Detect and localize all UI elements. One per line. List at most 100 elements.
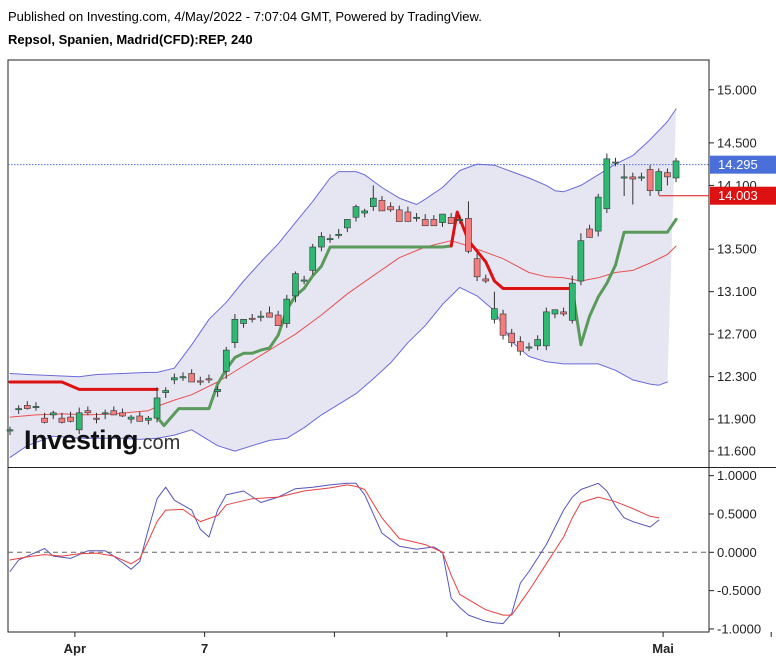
- candle: [318, 232, 325, 252]
- candle: [231, 313, 239, 348]
- bollinger-band: [10, 108, 677, 458]
- bollinger-lower-line: [9, 286, 668, 458]
- candle-body: [326, 238, 334, 241]
- oscillator-slow-line: [9, 484, 660, 616]
- level-marker-tag: 14.003: [710, 186, 776, 205]
- candle: [41, 412, 48, 424]
- candle: [361, 208, 368, 218]
- candle: [638, 172, 645, 182]
- y-tick-label: 15.000: [717, 82, 757, 97]
- candle: [58, 412, 66, 424]
- candle-body: [361, 210, 368, 214]
- bollinger-upper-line: [9, 108, 677, 378]
- x-tick-label: Apr: [64, 641, 86, 656]
- candle: [205, 374, 213, 384]
- y-tick-label: 12.700: [717, 327, 757, 342]
- candle: [421, 214, 429, 227]
- candle: [439, 213, 446, 227]
- candle-body: [534, 339, 541, 347]
- candle-body: [473, 258, 481, 278]
- candle-body: [465, 218, 472, 252]
- y-tick-label: 13.100: [717, 284, 757, 299]
- candle: [283, 294, 291, 328]
- candle: [326, 234, 334, 243]
- last-price-tag-label: 14.295: [718, 157, 758, 172]
- candle-body: [421, 219, 429, 227]
- indicator-lines: [8, 108, 709, 458]
- candle-body: [153, 397, 161, 419]
- candle: [32, 402, 40, 411]
- y-tick-label: 11.900: [717, 412, 756, 427]
- candle: [162, 387, 169, 398]
- candle-body: [32, 406, 40, 408]
- candle-body: [655, 171, 663, 192]
- level-marker-tag-bg: [710, 186, 776, 205]
- candle: [413, 213, 420, 222]
- candle-body: [456, 219, 464, 221]
- candle-body: [499, 313, 507, 336]
- candle: [430, 215, 438, 227]
- candle-body: [41, 417, 48, 423]
- candle-body: [75, 412, 83, 431]
- candle: [309, 243, 317, 275]
- candle-body: [231, 318, 239, 343]
- candle-body: [430, 219, 438, 227]
- y-tick-label: 14.500: [717, 135, 757, 150]
- candle-body: [179, 376, 187, 379]
- candle-body: [672, 160, 680, 179]
- candle-body: [603, 158, 611, 210]
- candle: [646, 165, 654, 197]
- candle-body: [240, 318, 247, 324]
- osc-tick-label: -0.5000: [717, 583, 761, 598]
- candle: [387, 202, 394, 212]
- logo-word: Investing: [24, 425, 138, 455]
- candle: [136, 411, 144, 422]
- candle: [447, 213, 455, 224]
- candle: [395, 205, 403, 222]
- candle: [534, 335, 541, 351]
- candle: [15, 405, 22, 414]
- candle: [560, 307, 567, 317]
- candle-body: [162, 390, 169, 393]
- osc-tick-label: 0.5000: [717, 506, 757, 521]
- candle-body: [447, 216, 455, 224]
- candle: [257, 310, 265, 322]
- candle: [404, 206, 412, 222]
- candle: [292, 271, 299, 303]
- investing-logo: Investing .com: [24, 425, 180, 455]
- supertrend-up-line-3: [155, 244, 453, 428]
- candle-body: [222, 349, 230, 372]
- candle: [655, 168, 663, 195]
- candle-body: [577, 240, 585, 282]
- candle-body: [283, 298, 291, 324]
- candle-body: [517, 341, 524, 352]
- candle-body: [612, 161, 619, 164]
- axes: 15.00014.50014.10013.50013.10012.70012.3…: [64, 82, 776, 656]
- candle: [179, 372, 187, 381]
- candle: [525, 342, 533, 352]
- osc-tick-label: 0.0000: [717, 545, 757, 560]
- candle: [188, 369, 195, 383]
- candle-body: [145, 417, 152, 421]
- candle-body: [292, 273, 299, 297]
- candle: [23, 401, 31, 410]
- candle-body: [214, 389, 221, 392]
- candle: [266, 306, 273, 318]
- candle: [222, 346, 230, 379]
- candle-body: [93, 417, 100, 420]
- candle-body: [395, 209, 403, 222]
- candle: [465, 201, 472, 254]
- candle-body: [439, 213, 446, 223]
- candle: [75, 407, 83, 435]
- y-tick-label: 11.600: [717, 444, 756, 459]
- bollinger-basis-line: [9, 240, 677, 418]
- candle-body: [352, 206, 360, 218]
- candle: [473, 253, 481, 282]
- candle-body: [646, 169, 654, 192]
- candle: [508, 328, 516, 347]
- level-marker-tag-label: 14.003: [718, 188, 758, 203]
- supertrend-down-line-4: [8, 380, 159, 391]
- plot-border: [7, 59, 710, 633]
- candle-body: [482, 278, 490, 282]
